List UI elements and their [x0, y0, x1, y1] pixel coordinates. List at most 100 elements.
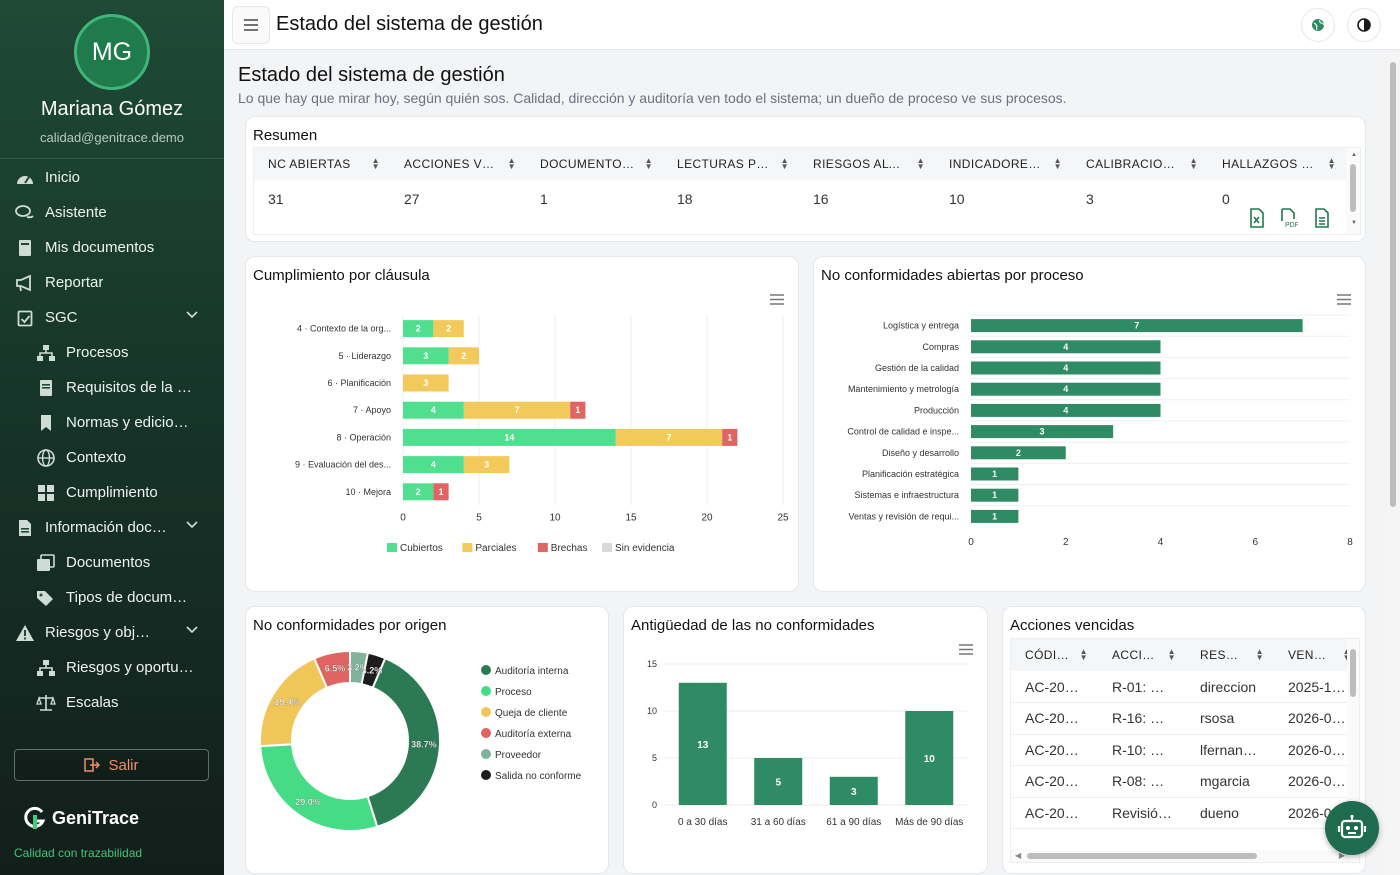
- pie-slice: [366, 656, 441, 829]
- bar-segment: [403, 347, 449, 365]
- column-header-codigo[interactable]: CÓDIGO▲▼: [1011, 639, 1098, 671]
- column-header-acciones-vencidas[interactable]: ACCIONES VENCIDAS▲▼: [390, 148, 526, 180]
- x-tick-label: 0: [968, 537, 974, 548]
- data-label: 3: [851, 787, 857, 798]
- column-header-calibraciones[interactable]: CALIBRACIONES VENCIDAS▲▼: [1072, 148, 1208, 180]
- sidebar-item-label: Procesos: [66, 344, 129, 361]
- chart-menu-icon[interactable]: [769, 294, 785, 305]
- column-header-hallazgos[interactable]: HALLAZGOS SIN ACCIÓN▲▼: [1208, 148, 1346, 180]
- table-cell: lfernandez: [1200, 741, 1266, 758]
- summary-value-documentos: 1: [540, 191, 548, 207]
- sidebar-item-label: Escalas: [66, 694, 119, 711]
- table-row[interactable]: AC-2025-022 R-08: Firma de registros mgarc…: [1011, 766, 1359, 797]
- overdue-vertical-scrollbar[interactable]: [1347, 639, 1359, 849]
- x-tick-label: 5: [476, 512, 482, 523]
- category-label: Control de calidad e inspe...: [847, 427, 959, 437]
- summary-value-calibraciones: 3: [1086, 191, 1094, 207]
- chart-menu-icon[interactable]: [1336, 294, 1352, 305]
- file-icon: [35, 377, 57, 399]
- summary-value-nc-abiertas: 31: [268, 191, 284, 207]
- export-pdf-icon[interactable]: PDF: [1280, 208, 1298, 228]
- menu-toggle-button[interactable]: [232, 6, 270, 44]
- sidebar-item-informacion-documentada[interactable]: Información documentada: [0, 510, 224, 545]
- nc-by-process-card: No conformidades abiertas por proceso 0 2…: [813, 256, 1366, 592]
- summary-value-lecturas: 18: [677, 191, 693, 207]
- x-tick-label: Más de 90 días: [895, 817, 963, 828]
- column-header-vencimiento[interactable]: VENCIMIENTO▲▼: [1274, 639, 1359, 671]
- x-tick-label: 25: [777, 512, 789, 523]
- bar: [678, 682, 727, 805]
- sidebar-item-requisitos[interactable]: Requisitos de la norma: [0, 370, 224, 405]
- summary-row: 31 27 1 18 16 10 3 0: [254, 180, 1346, 210]
- sidebar-item-documentos[interactable]: Documentos: [0, 545, 224, 580]
- avatar[interactable]: MG: [74, 14, 150, 90]
- legend-swatch: [481, 707, 491, 717]
- data-label: 3: [1040, 427, 1045, 437]
- table-cell: dueno: [1200, 804, 1239, 821]
- theme-toggle-button[interactable]: [1347, 8, 1381, 42]
- export-excel-icon[interactable]: [1249, 208, 1265, 228]
- x-tick-label: 0: [400, 512, 406, 523]
- sidebar-item-procesos[interactable]: Procesos: [0, 335, 224, 370]
- sidebar-item-riesgos-objetivos[interactable]: Riesgos y objetivos: [0, 615, 224, 650]
- summary-vertical-scrollbar[interactable]: ▲ ▼: [1346, 148, 1360, 234]
- sidebar-item-riesgos-oportunidades[interactable]: Riesgos y oportunidades: [0, 650, 224, 685]
- legend-label: Cubiertos: [400, 543, 443, 554]
- summary-header-row: NC ABIERTAS▲▼ ACCIONES VENCIDAS▲▼ DOCUME…: [254, 148, 1346, 180]
- overdue-title: Acciones vencidas: [1010, 617, 1135, 634]
- sidebar-item-inicio[interactable]: Inicio: [0, 160, 224, 195]
- page-scrollbar[interactable]: [1387, 52, 1400, 875]
- dashboard-icon: [14, 167, 36, 189]
- column-header-indicadores[interactable]: INDICADORES FUERA DE META▲▼: [935, 148, 1072, 180]
- sort-icon: ▲▼: [1053, 156, 1062, 171]
- summary-value-hallazgos: 0: [1222, 191, 1230, 207]
- language-button[interactable]: [1301, 8, 1335, 42]
- user-email: calidad@genitrace.demo: [39, 130, 184, 145]
- table-row[interactable]: AC-2025-027 Revisión de procedimiento duen…: [1011, 797, 1359, 829]
- sidebar-item-reportar[interactable]: Reportar: [0, 265, 224, 300]
- sidebar-item-sgc[interactable]: SGC: [0, 300, 224, 335]
- logout-icon: [84, 758, 101, 772]
- sort-icon: ▲▼: [780, 156, 789, 171]
- sidebar-item-label: Normas y ediciones: [66, 414, 194, 431]
- y-tick-label: 0: [652, 800, 657, 810]
- table-row[interactable]: AC-2025-014 R-16: Plan de capacitación rso…: [1011, 703, 1359, 734]
- sidebar-item-normas[interactable]: Normas y ediciones: [0, 405, 224, 440]
- bar: [971, 361, 1161, 375]
- origin-chart-title: No conformidades por origen: [253, 617, 447, 634]
- age-chart-title: Antigüedad de las no conformidades: [631, 617, 875, 634]
- chart-menu-icon[interactable]: [958, 644, 974, 655]
- column-header-riesgos-altos[interactable]: RIESGOS ALTOS ▲ ▼: [799, 148, 935, 180]
- logout-button[interactable]: Salir: [14, 749, 209, 781]
- sidebar-item-mis-documentos[interactable]: Mis documentos: [0, 230, 224, 265]
- column-header-lecturas[interactable]: LECTURAS PENDIENTES▲▼: [663, 148, 799, 180]
- sidebar-item-contexto[interactable]: Contexto: [0, 440, 224, 475]
- bar: [971, 340, 1161, 354]
- legend-swatch: [481, 749, 491, 759]
- sidebar-item-label: Información documentada: [45, 519, 175, 536]
- summary-value-riesgos-altos: 16: [813, 191, 829, 207]
- sidebar-item-tipos-documento[interactable]: Tipos de documento: [0, 580, 224, 615]
- legend-swatch: [462, 543, 473, 552]
- overdue-horizontal-scrollbar[interactable]: ◀ ▶: [1011, 850, 1349, 862]
- column-header-documentos[interactable]: DOCUMENTOS POR VENCER▲▼: [526, 148, 663, 180]
- sidebar-item-escalas[interactable]: Escalas: [0, 685, 224, 720]
- table-cell: R-08: Firma de registros: [1112, 773, 1186, 790]
- data-label: 4: [1063, 405, 1068, 415]
- export-document-icon[interactable]: [1314, 208, 1330, 228]
- table-row[interactable]: AC-2025-001 R-01: Control de cambios direc…: [1011, 671, 1359, 703]
- sidebar-item-asistente[interactable]: Asistente: [0, 195, 224, 230]
- column-header-nc-abiertas[interactable]: NC ABIERTAS ▲ ▼: [254, 148, 390, 180]
- column-header-responsable[interactable]: RESPONSABLE▲▼: [1186, 639, 1274, 671]
- bar: [971, 467, 1019, 481]
- assistant-chat-button[interactable]: [1325, 801, 1379, 855]
- sidebar-item-cumplimiento[interactable]: Cumplimiento: [0, 475, 224, 510]
- table-row[interactable]: AC-2025-019 R-10: Evaluación de proveedor…: [1011, 734, 1359, 766]
- column-header-accion[interactable]: ACCIÓN ▲ ▼: [1098, 639, 1186, 671]
- chevron-down-icon: [186, 311, 198, 319]
- overdue-actions-card: Acciones vencidas CÓDIGO▲▼ ACCIÓN▲▼ RESP…: [1002, 606, 1366, 874]
- brand-tagline: Calidad con trazabilidad: [14, 846, 143, 860]
- sidebar-item-label: Riesgos y objetivos: [45, 624, 157, 641]
- data-label: 6.5%: [325, 664, 346, 674]
- summary-value-acciones-vencidas: 27: [404, 191, 420, 207]
